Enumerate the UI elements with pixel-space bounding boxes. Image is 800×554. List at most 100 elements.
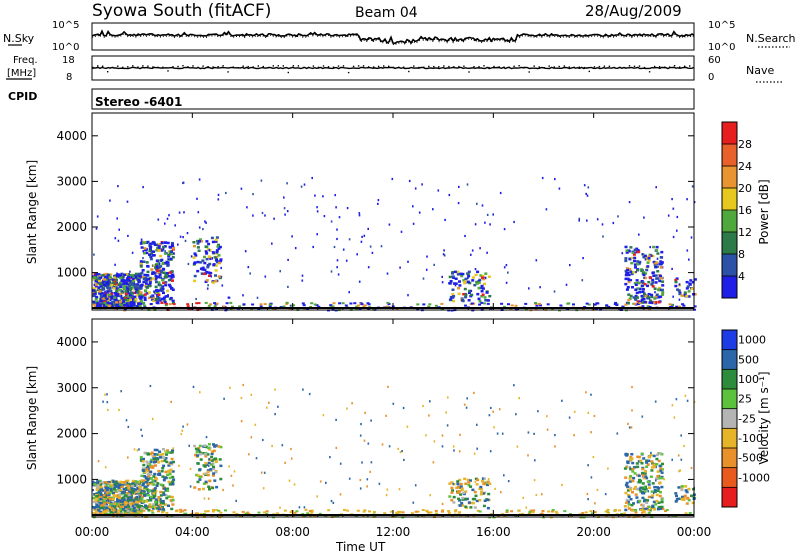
velocity-y-label: Slant Range [km] — [25, 366, 39, 470]
nave-dot — [302, 66, 305, 69]
heatmap-cell — [145, 507, 149, 510]
heatmap-cell — [217, 254, 221, 257]
heatmap-cell — [647, 255, 651, 258]
heatmap-cell — [633, 302, 637, 305]
heatmap-cell — [642, 273, 646, 277]
heatmap-cell — [154, 297, 158, 301]
heatmap-cell — [104, 493, 108, 496]
heatmap-cell — [330, 220, 333, 223]
heatmap-cell — [95, 283, 99, 286]
x-tick-label: 04:00 — [175, 525, 210, 539]
heatmap-cell — [641, 467, 645, 471]
heatmap-cell — [126, 500, 130, 503]
nave-dot — [322, 65, 325, 67]
heatmap-cell — [111, 491, 115, 494]
nave-dot — [287, 71, 289, 74]
heatmap-cell — [634, 298, 638, 301]
heatmap-cell — [643, 472, 647, 475]
heatmap-cell — [319, 480, 322, 483]
heatmap-cell — [655, 463, 659, 466]
heatmap-cell — [114, 485, 118, 488]
heatmap-cell — [115, 274, 119, 277]
heatmap-cell — [221, 284, 224, 287]
heatmap-cell — [199, 261, 203, 264]
heatmap-cell — [362, 510, 366, 513]
heatmap-cell — [457, 287, 461, 290]
heatmap-cell — [466, 183, 469, 186]
heatmap-cell — [528, 511, 532, 514]
heatmap-cell — [627, 493, 630, 497]
heatmap-cell — [473, 506, 477, 509]
heatmap-cell — [464, 295, 468, 299]
heatmap-cell — [143, 247, 147, 250]
nave-dot — [623, 66, 626, 69]
heatmap-cell — [642, 509, 646, 512]
heatmap-cell — [462, 279, 466, 282]
heatmap-cell — [628, 477, 632, 480]
heatmap-cell — [152, 475, 156, 478]
heatmap-cell — [643, 283, 647, 286]
heatmap-cell — [650, 460, 654, 463]
heatmap-cell — [139, 297, 143, 301]
power-colorbar-swatch — [722, 276, 737, 299]
heatmap-cell — [658, 476, 662, 480]
heatmap-cell — [440, 510, 444, 513]
heatmap-cell — [142, 260, 146, 263]
heatmap-cell — [95, 495, 99, 498]
heatmap-cell — [159, 507, 163, 510]
nave-dot — [598, 65, 601, 68]
heatmap-cell — [432, 461, 435, 464]
heatmap-cell — [643, 499, 646, 503]
heatmap-cell — [103, 301, 107, 304]
heatmap-cell — [170, 252, 174, 256]
heatmap-cell — [171, 252, 175, 255]
heatmap-cell — [301, 279, 304, 282]
heatmap-cell — [458, 478, 462, 482]
power-colorbar-tick-label: 20 — [738, 182, 752, 195]
heatmap-cell — [104, 278, 108, 281]
heatmap-cell — [313, 303, 317, 306]
date-title: 28/Aug/2009 — [585, 2, 682, 20]
heatmap-cell — [120, 272, 124, 276]
heatmap-cell — [476, 270, 480, 274]
heatmap-cell — [219, 258, 223, 261]
heatmap-cell — [166, 487, 170, 490]
heatmap-cell — [641, 415, 644, 418]
heatmap-cell — [194, 512, 198, 515]
heatmap-cell — [105, 483, 109, 487]
heatmap-cell — [629, 246, 633, 249]
heatmap-cell — [671, 458, 673, 461]
heatmap-cell — [416, 510, 420, 513]
heatmap-cell — [286, 210, 289, 213]
heatmap-cell — [308, 392, 311, 396]
heatmap-cell — [686, 399, 689, 402]
heatmap-cell — [283, 196, 285, 199]
heatmap-cell — [128, 281, 132, 284]
heatmap-cell — [671, 198, 673, 201]
nave-dot — [518, 65, 520, 67]
heatmap-cell — [160, 241, 164, 245]
heatmap-cell — [687, 295, 691, 298]
heatmap-cell — [116, 498, 120, 501]
heatmap-cell — [671, 267, 673, 270]
heatmap-cell — [123, 284, 127, 288]
heatmap-cell — [627, 422, 629, 425]
heatmap-cell — [155, 259, 159, 262]
heatmap-cell — [154, 274, 158, 278]
heatmap-cell — [206, 287, 209, 290]
heatmap-cell — [680, 294, 684, 297]
heatmap-cell — [134, 285, 137, 289]
heatmap-cell — [386, 301, 390, 304]
heatmap-cell — [322, 414, 325, 417]
nave-dot — [157, 66, 159, 69]
heatmap-cell — [301, 302, 305, 305]
heatmap-cell — [313, 515, 317, 518]
heatmap-cell — [99, 294, 103, 298]
heatmap-cell — [106, 276, 110, 280]
heatmap-cell — [652, 463, 656, 466]
heatmap-cell — [141, 276, 145, 279]
heatmap-cell — [138, 485, 142, 489]
heatmap-cell — [92, 480, 95, 483]
heatmap-cell — [152, 241, 156, 245]
heatmap-cell — [636, 296, 640, 299]
